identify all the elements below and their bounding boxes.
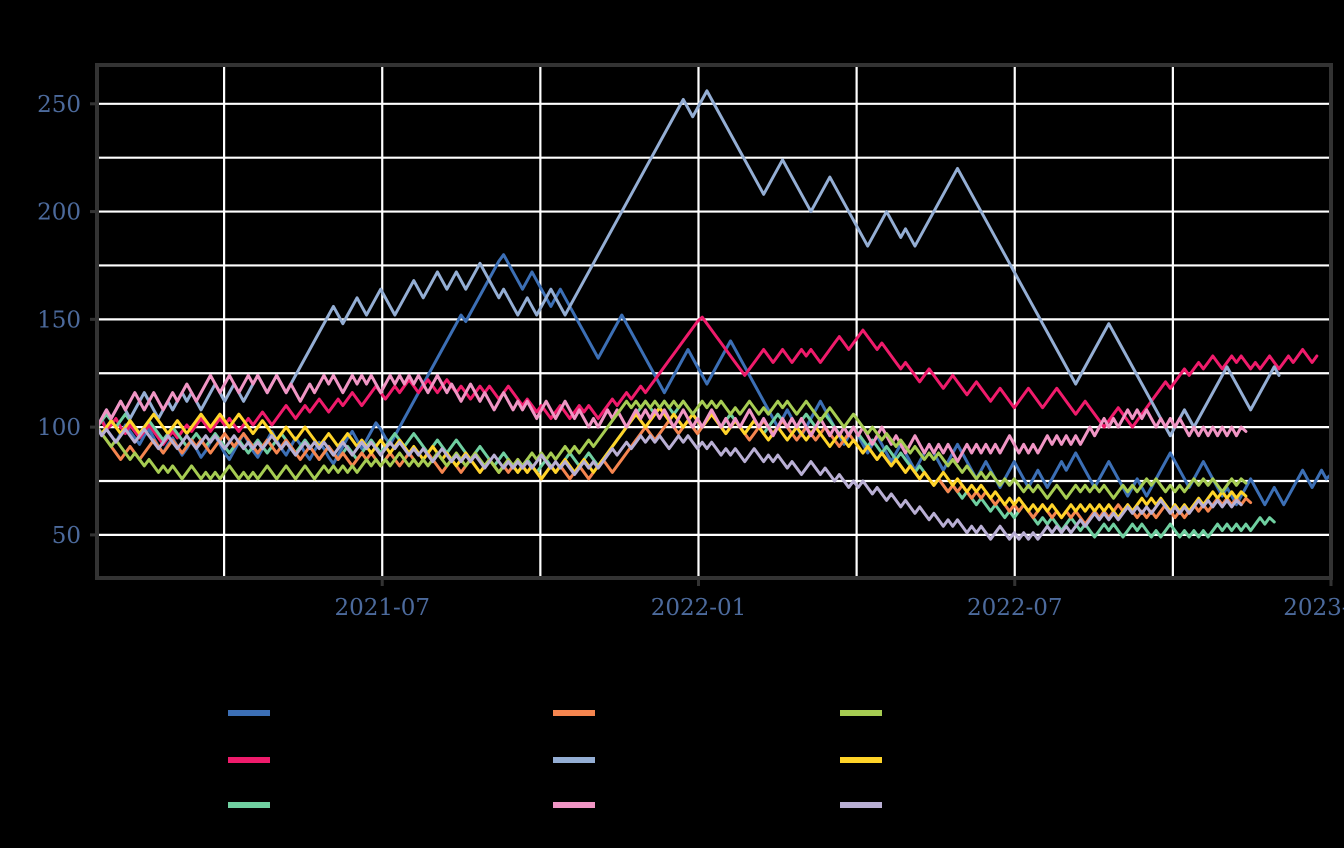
x-tick-label: 2023-01: [1283, 595, 1344, 621]
y-tick-label: 200: [37, 200, 81, 226]
axis-ticks: [90, 102, 1333, 586]
plot-frame: [95, 63, 1333, 580]
y-tick-label: 150: [37, 307, 81, 333]
y-axis-tick-labels: 50 100 150 200 250: [37, 92, 81, 549]
series-line-1: [95, 253, 1333, 507]
x-tick-label: 2021-07: [334, 595, 430, 621]
y-tick-label: 100: [37, 415, 81, 441]
x-tick-label: 2022-07: [967, 595, 1063, 621]
series-lines: [95, 89, 1333, 541]
x-tick-label: 2022-01: [651, 595, 747, 621]
gridlines: [97, 65, 1333, 578]
y-tick-label: 50: [52, 523, 81, 549]
series-line-8: [95, 399, 1248, 500]
series-line-7: [95, 373, 1248, 464]
series-line-2: [95, 315, 1319, 446]
x-axis-tick-labels: 2021-07 2022-01 2022-07 2023-01: [334, 595, 1344, 621]
y-tick-label: 250: [37, 92, 81, 118]
series-line-9: [95, 425, 1243, 541]
series-line-6: [95, 406, 1248, 520]
series-line-5: [95, 89, 1281, 438]
chart-legend[interactable]: [228, 710, 882, 808]
